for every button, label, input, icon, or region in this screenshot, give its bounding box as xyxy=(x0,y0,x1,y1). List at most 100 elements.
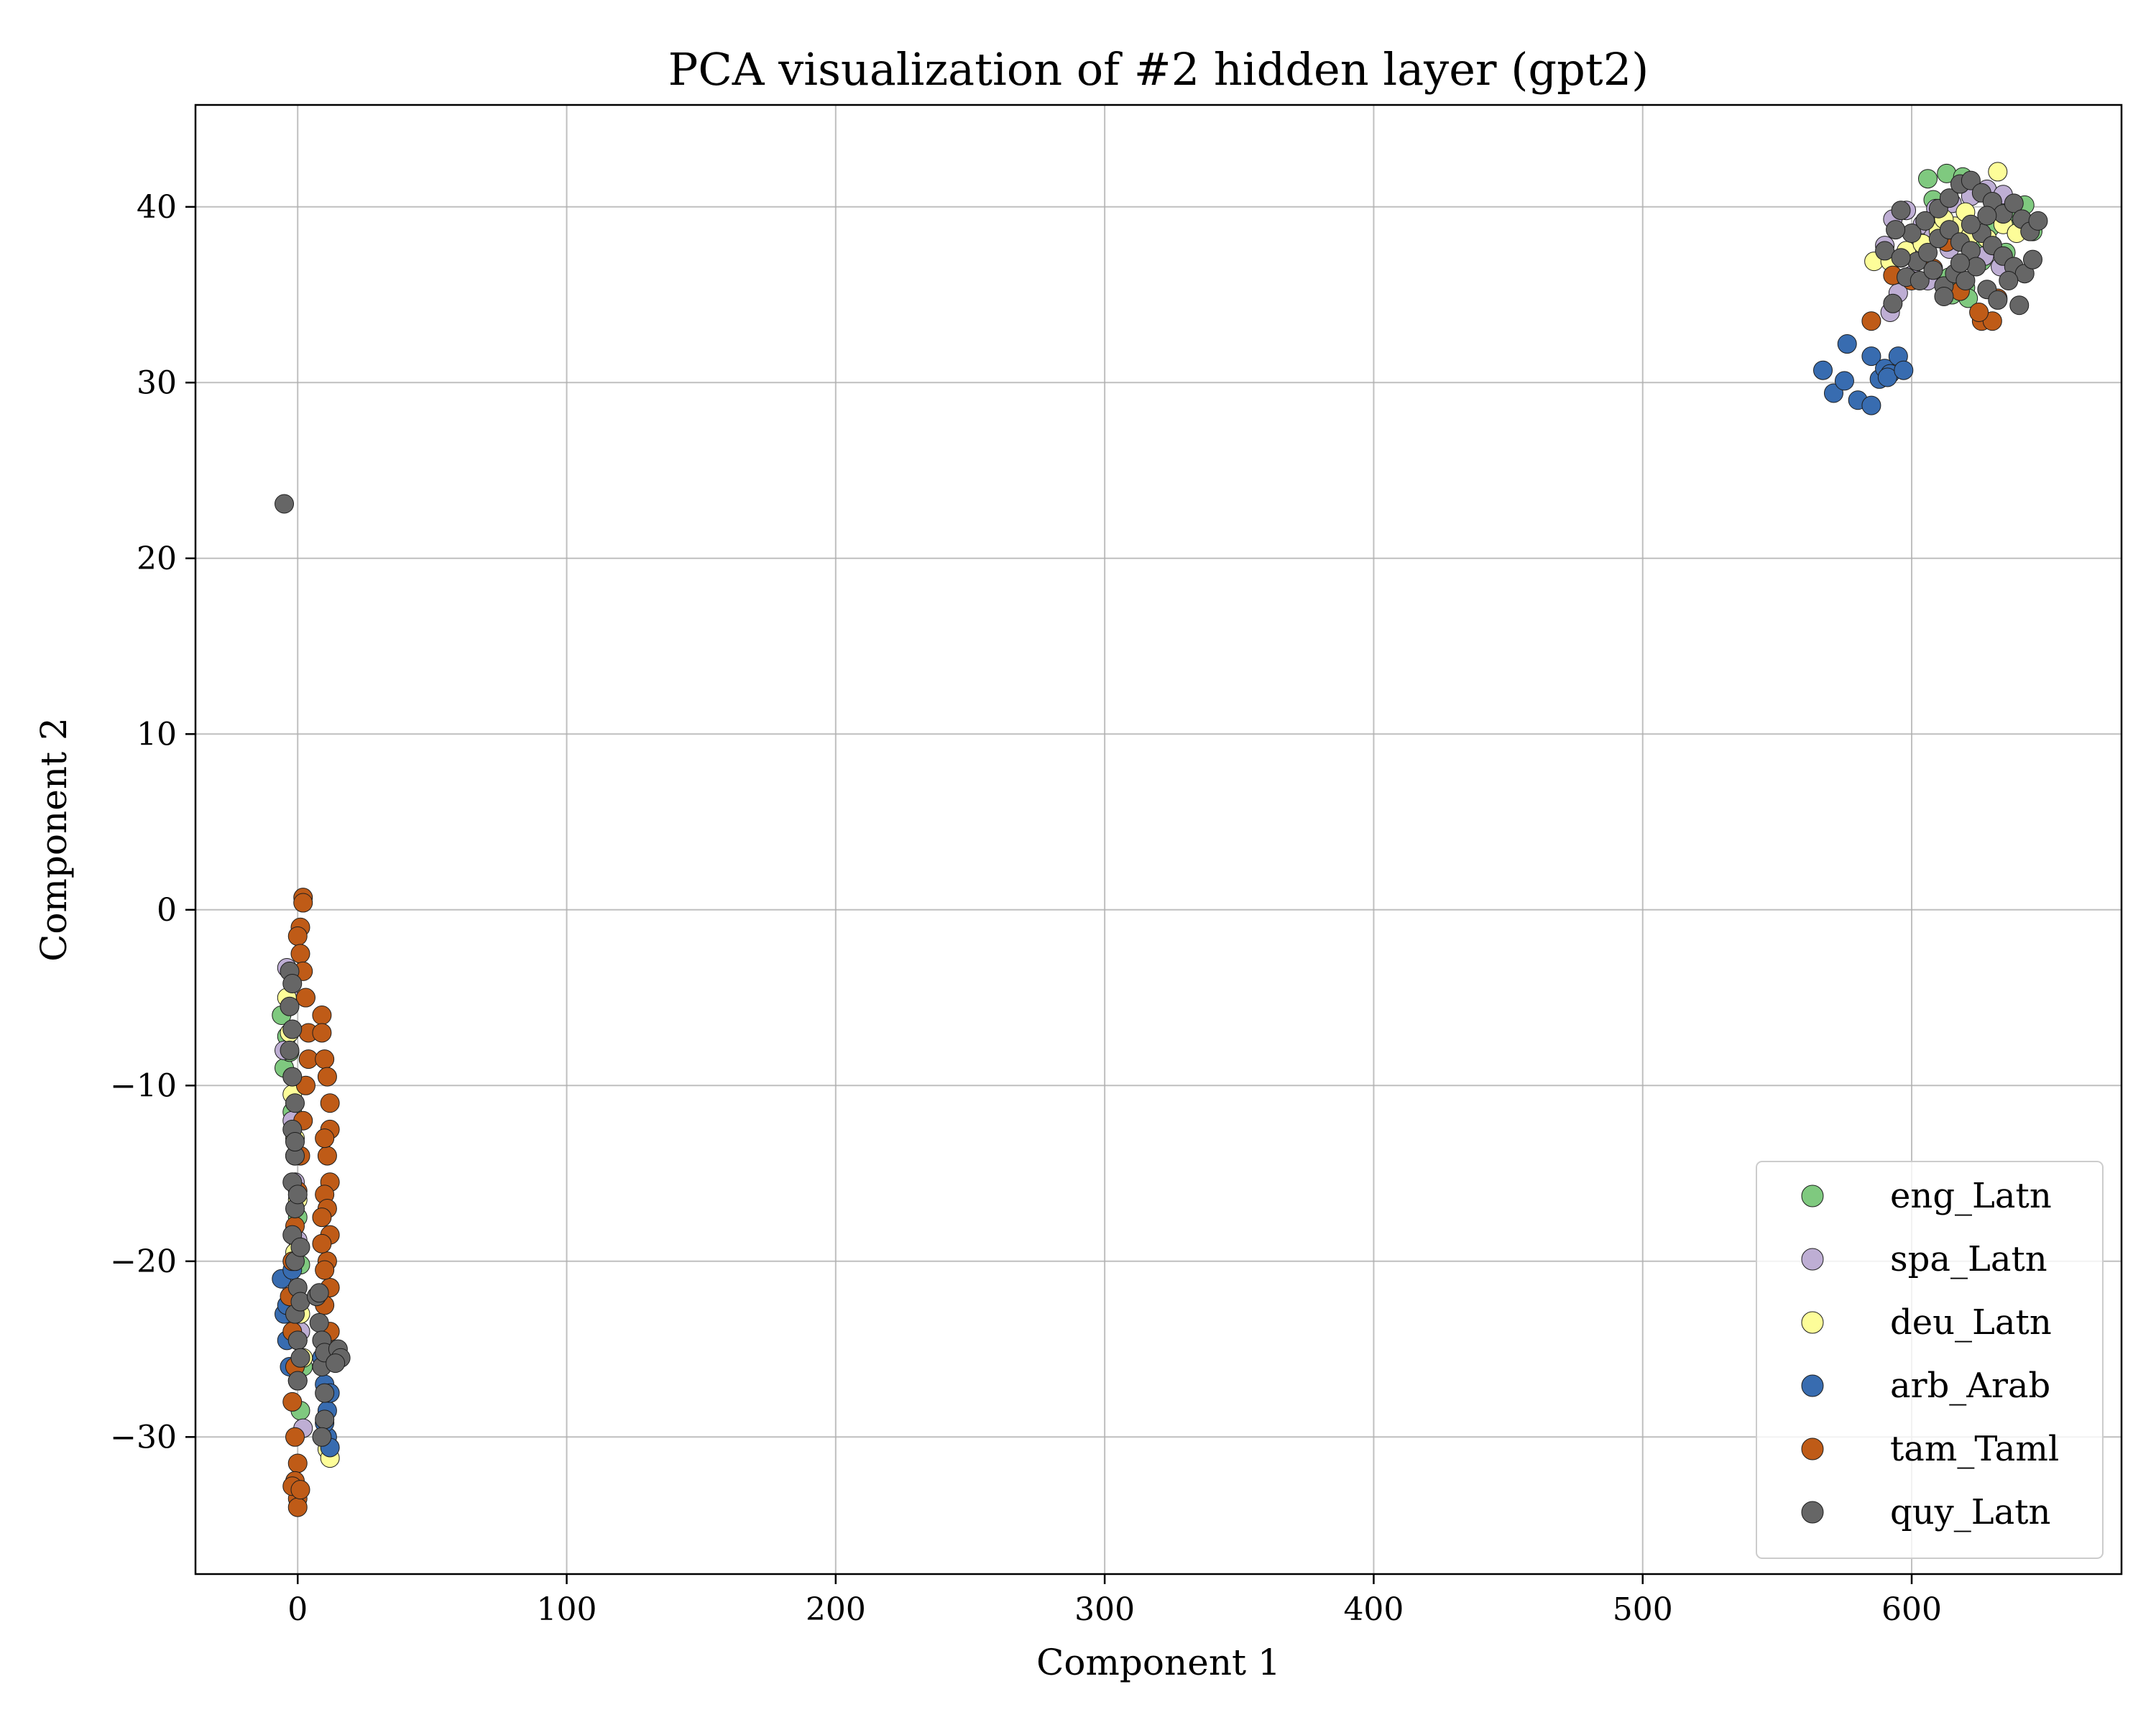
data-point xyxy=(1939,220,1959,240)
x-tick: 500 xyxy=(1613,1574,1673,1628)
data-point xyxy=(312,1427,332,1447)
data-point xyxy=(295,988,315,1008)
data-point xyxy=(287,1371,308,1391)
data-point xyxy=(1934,287,1954,307)
data-point xyxy=(1939,188,1959,208)
data-point xyxy=(2004,193,2024,213)
x-tick: 0 xyxy=(287,1574,308,1628)
y-tick: −30 xyxy=(110,1419,195,1455)
data-point xyxy=(312,1233,332,1254)
data-point xyxy=(1909,270,1930,290)
x-axis-label: Component 1 xyxy=(1036,1642,1281,1683)
data-point xyxy=(1883,293,1903,313)
data-point xyxy=(1886,220,1906,240)
x-tick: 400 xyxy=(1343,1574,1404,1628)
legend-label: quy_Latn xyxy=(1890,1492,2050,1532)
y-tick: 20 xyxy=(137,540,195,577)
data-point xyxy=(282,1067,303,1087)
y-tick-label: 0 xyxy=(157,892,177,929)
data-point xyxy=(1834,371,1854,391)
data-point xyxy=(1961,214,1981,234)
data-point xyxy=(315,1128,335,1149)
data-point xyxy=(290,1348,310,1368)
y-tick-label: −20 xyxy=(110,1243,177,1280)
data-point xyxy=(287,1453,308,1473)
legend-marker xyxy=(1801,1374,1824,1397)
chart-title: PCA visualization of #2 hidden layer (gp… xyxy=(668,43,1649,96)
data-point xyxy=(282,1392,303,1412)
legend-item: spa_Latn xyxy=(1801,1239,2047,1279)
grid xyxy=(195,105,2122,1574)
data-point xyxy=(2009,295,2030,316)
data-point xyxy=(326,1353,346,1374)
data-point xyxy=(1813,360,1833,380)
legend-item: deu_Latn xyxy=(1801,1302,2052,1343)
legend-marker xyxy=(1801,1501,1824,1524)
x-tick-label: 500 xyxy=(1613,1591,1673,1628)
data-point xyxy=(285,1093,305,1113)
legend-marker xyxy=(1801,1184,1824,1208)
data-point xyxy=(282,973,303,993)
data-point xyxy=(1891,248,1911,268)
legend-item: quy_Latn xyxy=(1801,1492,2050,1532)
y-tick: 0 xyxy=(157,892,195,929)
data-point xyxy=(1988,162,2008,182)
data-point xyxy=(315,1049,335,1070)
data-point xyxy=(2028,211,2048,231)
legend-item: eng_Latn xyxy=(1801,1176,2052,1216)
data-point xyxy=(1823,383,1843,403)
data-point xyxy=(309,1312,329,1333)
x-tick: 300 xyxy=(1074,1574,1135,1628)
x-tick: 200 xyxy=(806,1574,866,1628)
data-point xyxy=(1875,241,1895,261)
data-point xyxy=(1999,270,2019,290)
y-tick-label: −10 xyxy=(110,1067,177,1104)
plot-frame xyxy=(194,104,2123,1576)
x-tick-label: 0 xyxy=(287,1591,308,1628)
data-point xyxy=(315,1383,335,1403)
data-point xyxy=(1861,311,1881,331)
y-tick: −20 xyxy=(110,1243,195,1280)
y-tick: 30 xyxy=(137,364,195,401)
legend-marker xyxy=(1801,1311,1824,1334)
data-point xyxy=(275,494,295,514)
legend-item: tam_Taml xyxy=(1801,1429,2059,1469)
y-tick: 40 xyxy=(137,189,195,226)
data-point xyxy=(290,944,310,964)
data-point xyxy=(312,1005,332,1025)
y-tick-label: 40 xyxy=(137,189,177,226)
data-point xyxy=(320,1093,340,1113)
data-point xyxy=(1955,270,1976,290)
data-point xyxy=(293,893,313,913)
legend-label: eng_Latn xyxy=(1890,1176,2052,1216)
legend-label: tam_Taml xyxy=(1890,1429,2059,1469)
data-point xyxy=(1988,290,2008,310)
data-point xyxy=(290,1237,310,1257)
data-point xyxy=(1950,253,1970,273)
x-tick-label: 600 xyxy=(1881,1591,1942,1628)
x-tick: 600 xyxy=(1881,1574,1942,1628)
data-point xyxy=(290,1480,310,1500)
data-point xyxy=(1918,242,1938,262)
x-tick-label: 200 xyxy=(806,1591,866,1628)
y-tick-label: −30 xyxy=(110,1419,177,1455)
data-point xyxy=(280,1040,300,1060)
scatter-points xyxy=(272,162,2048,1517)
data-point xyxy=(315,1260,335,1280)
x-tick-label: 400 xyxy=(1343,1591,1404,1628)
x-tick-label: 300 xyxy=(1074,1591,1135,1628)
data-point xyxy=(1894,360,1914,380)
data-point xyxy=(1923,260,1943,280)
legend-label: deu_Latn xyxy=(1890,1302,2052,1343)
legend-marker xyxy=(1801,1438,1824,1460)
data-point xyxy=(1877,367,1897,387)
legend-label: spa_Latn xyxy=(1890,1239,2047,1279)
y-tick: 10 xyxy=(137,716,195,753)
series-quy_Latn xyxy=(275,170,2048,1447)
data-point xyxy=(1891,201,1911,221)
legend-label: arb_Arab xyxy=(1890,1366,2050,1406)
data-point xyxy=(285,1427,305,1447)
y-tick-label: 20 xyxy=(137,540,177,577)
y-axis-ticks: −30 −20 −10 0 10 20 30 40 xyxy=(110,189,195,1455)
